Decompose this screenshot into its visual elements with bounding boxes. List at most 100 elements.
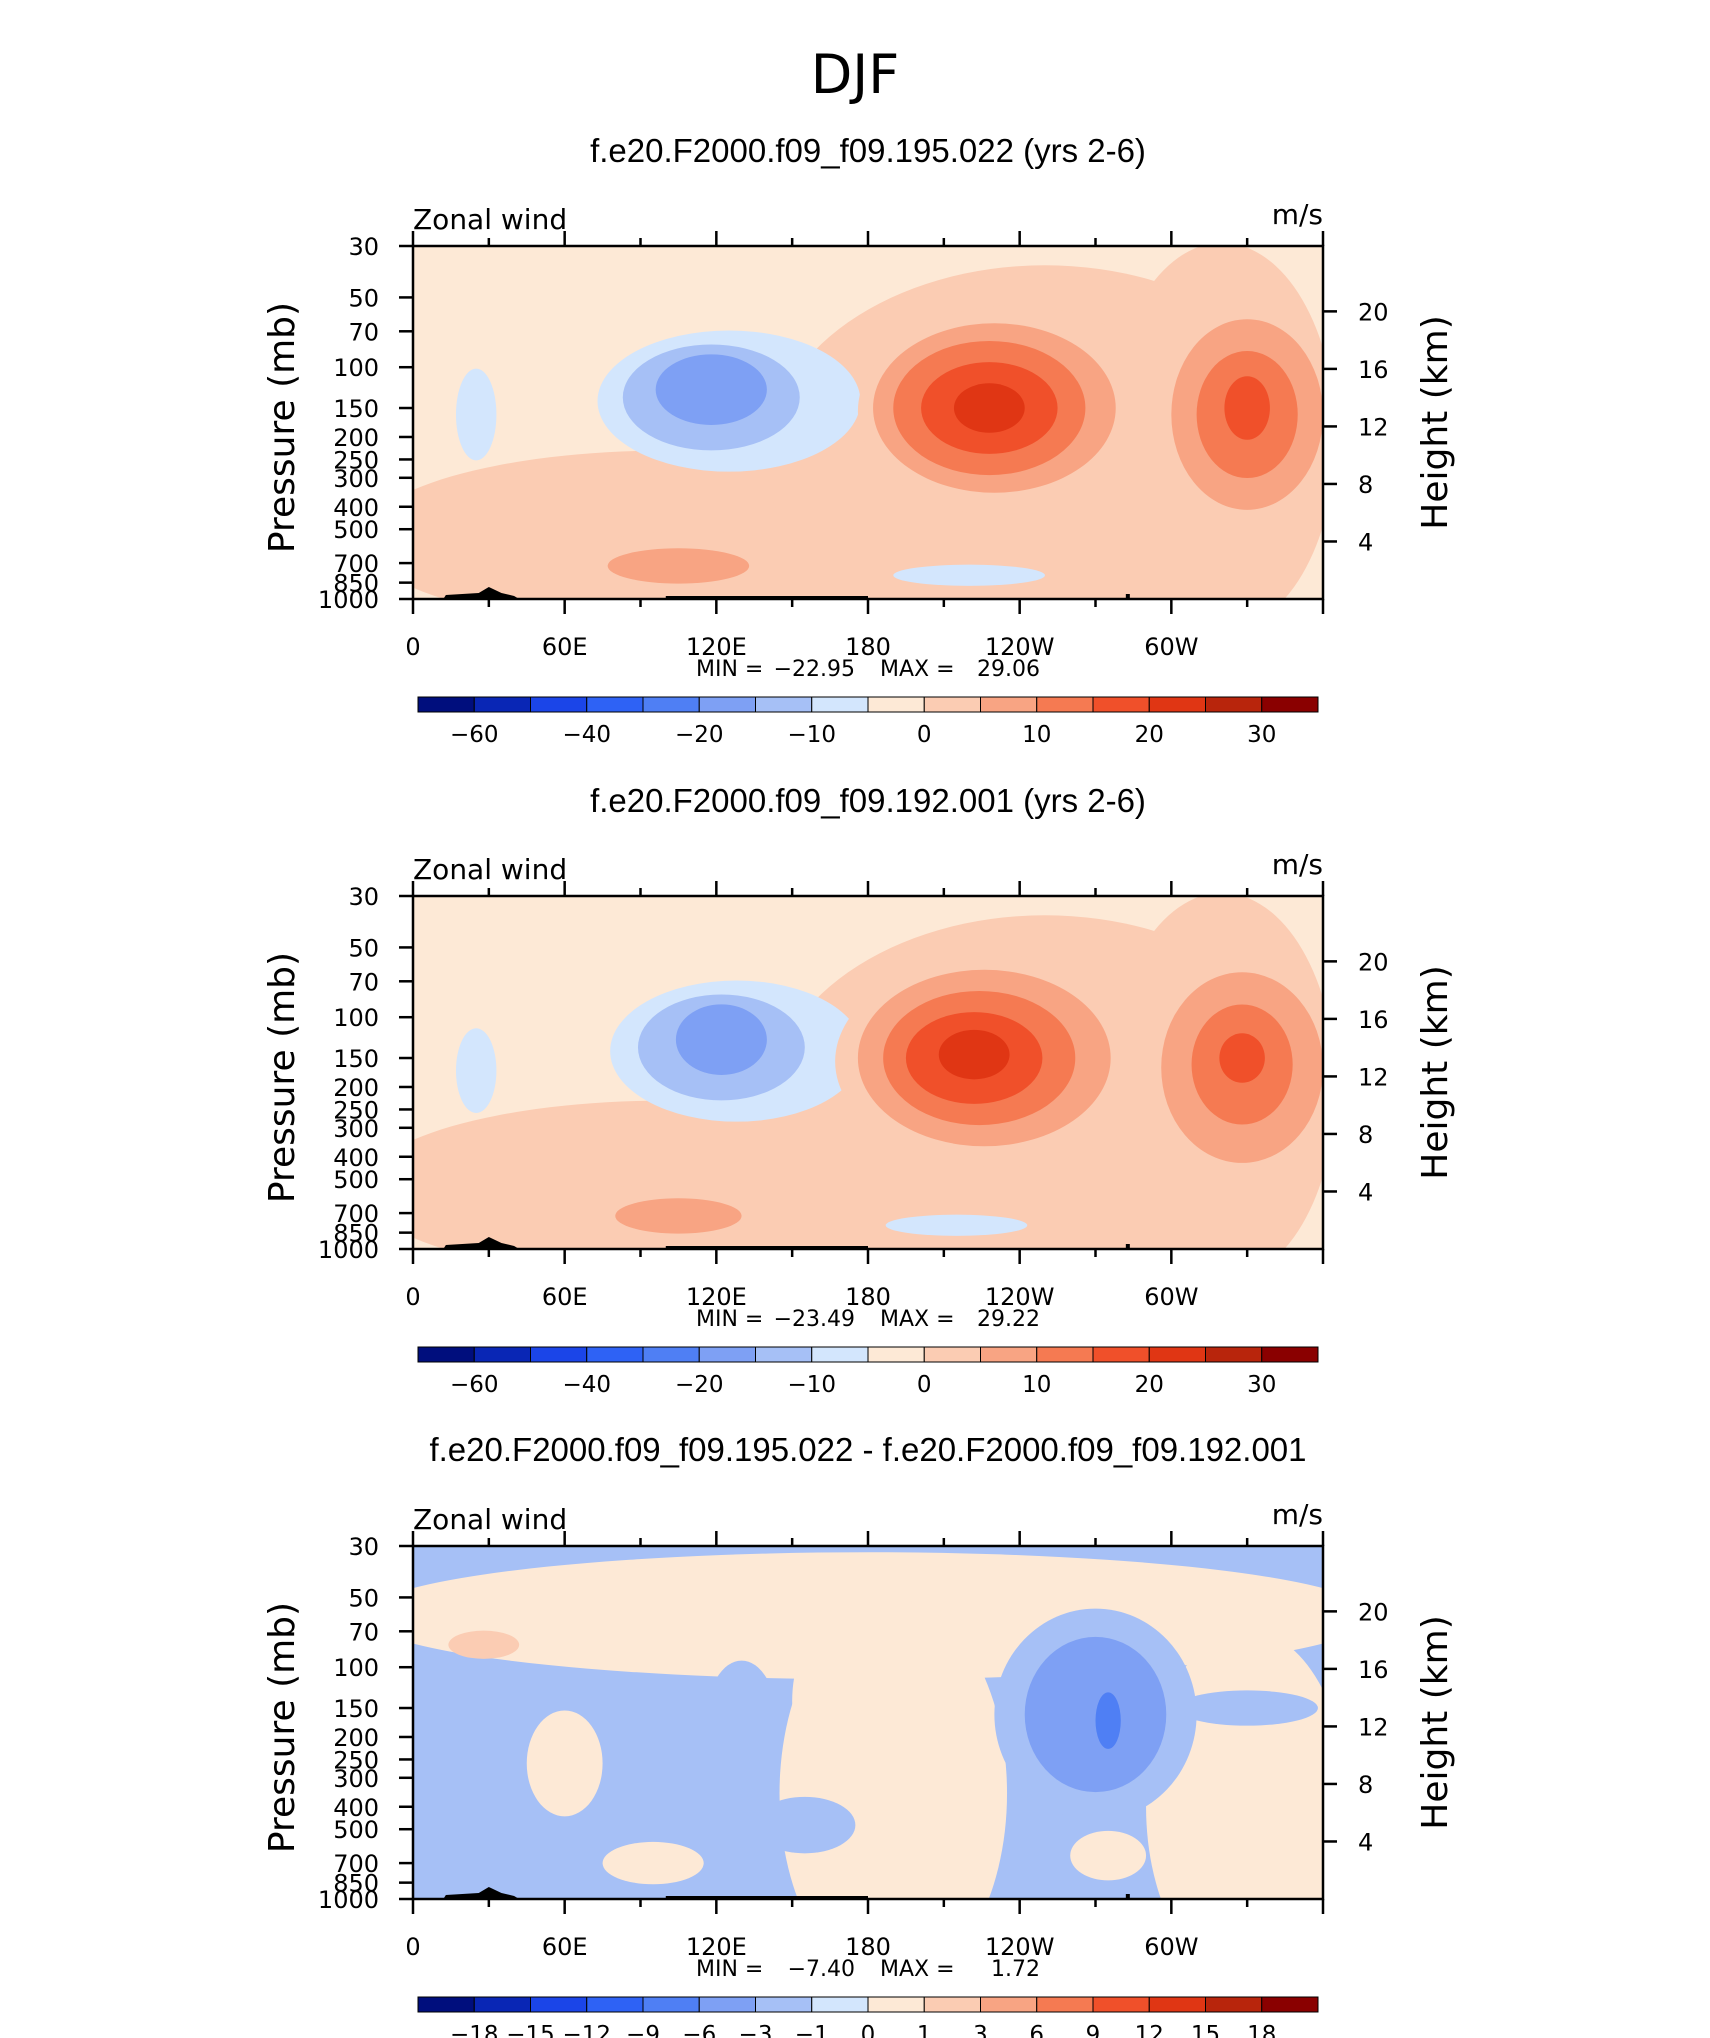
contour-region-14 bbox=[615, 1198, 742, 1234]
y-tick-label: 250 bbox=[333, 1096, 379, 1124]
max-label: MAX = bbox=[880, 657, 955, 682]
right-tick-label: 12 bbox=[1358, 1713, 1389, 1741]
colorbar-swatch bbox=[1261, 696, 1319, 713]
right-tick-label: 16 bbox=[1358, 1006, 1389, 1034]
colorbar-swatch bbox=[755, 696, 813, 713]
y-tick-label: 100 bbox=[333, 1654, 379, 1682]
right-tick-label: 20 bbox=[1358, 1598, 1389, 1626]
contour-region-1 bbox=[455, 368, 497, 461]
colorbar-swatch bbox=[642, 1346, 700, 1363]
contour-region-4 bbox=[655, 354, 767, 425]
panel-title: f.e20.F2000.f09_f09.195.022 - f.e20.F200… bbox=[429, 1431, 1306, 1468]
panels: f.e20.F2000.f09_f09.195.022 (yrs 2-6) Zon… bbox=[262, 132, 1456, 2038]
colorbar-swatch bbox=[473, 1346, 531, 1363]
colorbar-swatch bbox=[586, 1996, 644, 2013]
min-label: MIN = bbox=[696, 657, 763, 682]
contour-region-15 bbox=[893, 564, 1045, 586]
colorbar-swatch bbox=[923, 696, 981, 713]
colorbar-label: 10 bbox=[1022, 722, 1051, 748]
topography-peak bbox=[1125, 1894, 1130, 1899]
contour-region-9 bbox=[938, 1029, 1010, 1080]
colorbar-swatch bbox=[867, 696, 925, 713]
colorbar-label: −10 bbox=[787, 1372, 836, 1398]
colorbar-label: 15 bbox=[1191, 2022, 1220, 2038]
colorbar-swatch bbox=[1036, 696, 1094, 713]
topography bbox=[443, 1887, 520, 1899]
contour-region-4 bbox=[792, 1641, 843, 1762]
min-value: −23.49 bbox=[774, 1307, 855, 1332]
right-axis-label: Height (km) bbox=[1415, 315, 1456, 529]
contour-region-12 bbox=[1219, 1033, 1265, 1083]
min-label: MIN = bbox=[696, 1307, 763, 1332]
colorbar-swatch bbox=[811, 1346, 869, 1363]
y-tick-label: 700 bbox=[333, 1850, 379, 1878]
y-tick-label: 1000 bbox=[318, 1236, 379, 1264]
colorbar-swatch bbox=[1205, 1346, 1263, 1363]
y-tick-label: 50 bbox=[348, 934, 379, 962]
y-tick-label: 30 bbox=[348, 233, 379, 261]
min-value: −22.95 bbox=[774, 657, 855, 682]
colorbar-swatch bbox=[811, 696, 869, 713]
contour-region-4 bbox=[675, 1004, 767, 1075]
y-tick-label: 700 bbox=[333, 1200, 379, 1228]
colorbar-label: 9 bbox=[1086, 2022, 1101, 2038]
colorbar-label: −40 bbox=[562, 722, 611, 748]
x-tick-label: 120E bbox=[686, 1933, 747, 1961]
panel-title: f.e20.F2000.f09_f09.195.022 (yrs 2-6) bbox=[590, 132, 1146, 169]
colorbar-swatch bbox=[1092, 1346, 1150, 1363]
colorbar-swatch bbox=[980, 1346, 1038, 1363]
right-tick-label: 12 bbox=[1358, 1063, 1389, 1091]
y-tick-label: 200 bbox=[333, 424, 379, 452]
topography bbox=[443, 1237, 520, 1249]
colorbar-swatch bbox=[1261, 1996, 1319, 2013]
y-tick-label: 400 bbox=[333, 1144, 379, 1172]
topography bbox=[443, 587, 520, 599]
colorbar-swatch bbox=[1092, 1996, 1150, 2013]
y-tick-label: 150 bbox=[333, 395, 379, 423]
y-tick-label: 1000 bbox=[318, 586, 379, 614]
colorbar-label: 12 bbox=[1135, 2022, 1164, 2038]
x-tick-label: 0 bbox=[405, 1933, 420, 1961]
right-tick-label: 4 bbox=[1358, 528, 1373, 556]
right-tick-label: 12 bbox=[1358, 413, 1389, 441]
y-tick-label: 850 bbox=[333, 570, 379, 598]
colorbar-swatch bbox=[1036, 1996, 1094, 2013]
colorbar-swatch bbox=[1092, 696, 1150, 713]
panel-3: f.e20.F2000.f09_f09.195.022 - f.e20.F200… bbox=[262, 1431, 1456, 2038]
y-tick-label: 50 bbox=[348, 284, 379, 312]
colorbar-label: 0 bbox=[917, 1372, 932, 1398]
right-tick-label: 4 bbox=[1358, 1178, 1373, 1206]
colorbar-label: −1 bbox=[795, 2022, 829, 2038]
contour-region-3 bbox=[706, 1660, 777, 1781]
panel-2: f.e20.F2000.f09_f09.192.001 (yrs 2-6) Zon… bbox=[262, 782, 1456, 1398]
contour-field bbox=[413, 896, 1323, 1249]
y-tick-label: 500 bbox=[333, 1816, 379, 1844]
colorbar-swatch bbox=[1205, 696, 1263, 713]
y-tick-label: 70 bbox=[348, 968, 379, 996]
colorbar-label: 0 bbox=[861, 2022, 876, 2038]
contour-region-10 bbox=[754, 1796, 856, 1854]
contour-region-8 bbox=[1176, 1690, 1318, 1726]
x-tick-label: 120W bbox=[985, 633, 1055, 661]
colorbar-label: −20 bbox=[675, 1372, 724, 1398]
contour-region-9 bbox=[526, 1710, 603, 1817]
topography-peak bbox=[1125, 594, 1130, 599]
colorbar-label: −60 bbox=[450, 1372, 499, 1398]
y-tick-label: 850 bbox=[333, 1870, 379, 1898]
colorbar-label: −60 bbox=[450, 722, 499, 748]
variable-label: Zonal wind bbox=[413, 203, 567, 236]
colorbar-label: 20 bbox=[1135, 722, 1164, 748]
x-tick-label: 0 bbox=[405, 1283, 420, 1311]
x-tick-label: 60E bbox=[542, 1933, 588, 1961]
colorbar-swatch bbox=[1036, 1346, 1094, 1363]
colorbar-swatch bbox=[1148, 696, 1206, 713]
y-tick-label: 400 bbox=[333, 494, 379, 522]
colorbar-swatch bbox=[1148, 1346, 1206, 1363]
variable-label: Zonal wind bbox=[413, 1503, 567, 1536]
colorbar-swatch bbox=[586, 1346, 644, 1363]
variable-label: Zonal wind bbox=[413, 853, 567, 886]
topography-peak bbox=[1125, 1244, 1130, 1249]
colorbar-swatch bbox=[698, 696, 756, 713]
contour-field bbox=[413, 1546, 1323, 1899]
